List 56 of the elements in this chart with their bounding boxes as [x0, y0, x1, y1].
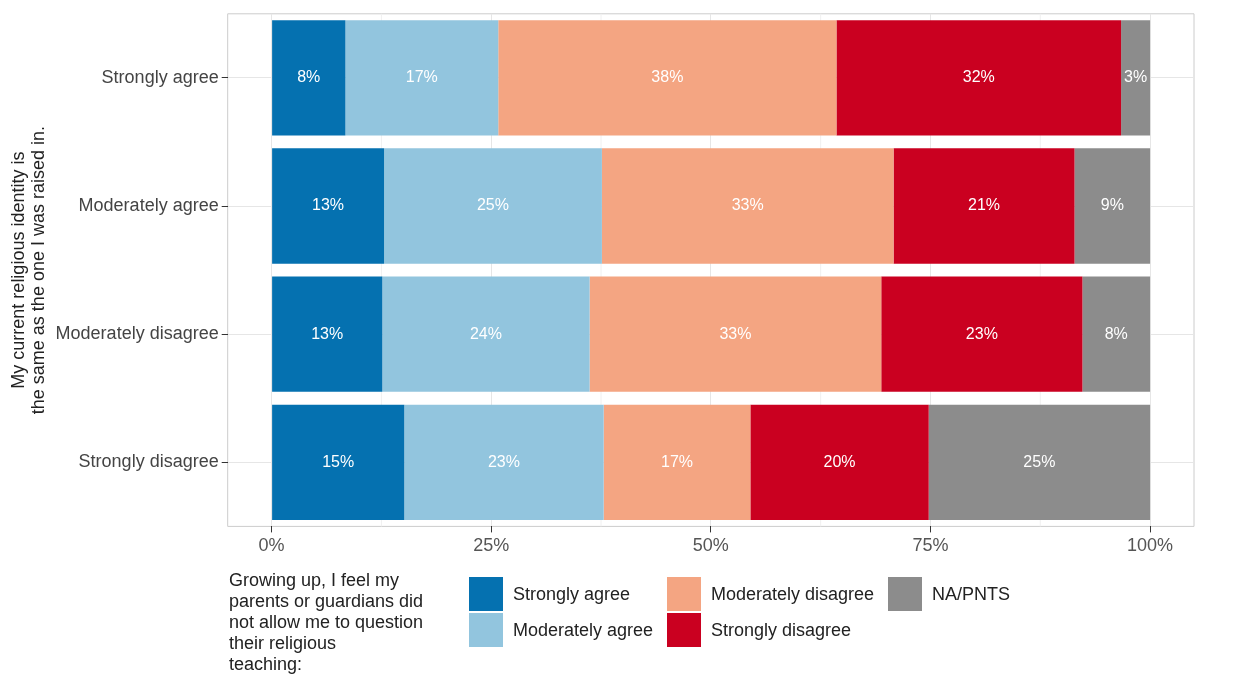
bar — [836, 20, 1122, 136]
bar — [881, 276, 1083, 392]
data-label: 24% — [469, 324, 502, 342]
data-label: 13% — [312, 196, 345, 214]
bar — [272, 20, 346, 136]
legend-label: Strongly agree — [512, 583, 630, 605]
legend-label: Moderately agree — [512, 619, 653, 641]
data-label: 23% — [965, 324, 998, 342]
bar — [603, 404, 751, 520]
data-label: 25% — [1023, 452, 1056, 470]
bar — [382, 276, 590, 392]
legend-title: Growing up, I feel my parents or guardians did not allow me to question their religious teaching: — [228, 570, 424, 675]
data-label: 38% — [651, 68, 684, 86]
bar — [404, 404, 604, 520]
bar — [589, 276, 882, 392]
bar — [498, 20, 837, 136]
bar — [750, 404, 929, 520]
bar — [384, 148, 602, 264]
y-tick-label: Strongly disagree — [78, 451, 219, 472]
bar — [1074, 148, 1151, 264]
data-label: 9% — [1100, 196, 1124, 214]
x-tick-label: 25% — [473, 535, 510, 556]
x-tick-label: 50% — [692, 535, 729, 556]
bar — [893, 148, 1075, 264]
data-label: 8% — [297, 68, 321, 86]
bar — [272, 148, 385, 264]
x-tick-label: 0% — [258, 535, 285, 556]
bar — [345, 20, 499, 136]
bar — [601, 148, 894, 264]
data-label: 8% — [1104, 324, 1128, 342]
x-tick-label: 100% — [1127, 535, 1174, 556]
data-label: 3% — [1124, 68, 1148, 86]
bar — [1121, 20, 1151, 136]
data-label: 20% — [823, 452, 856, 470]
bar — [928, 404, 1151, 520]
bar — [1082, 276, 1151, 392]
bar — [272, 404, 405, 520]
data-label: 17% — [405, 68, 438, 86]
data-label: 32% — [962, 68, 995, 86]
legend-label: Moderately disagree — [710, 583, 875, 605]
y-tick-label: Moderately disagree — [55, 323, 219, 344]
data-label: 33% — [719, 324, 752, 342]
data-label: 15% — [322, 452, 355, 470]
y-tick-label: Moderately agree — [78, 194, 219, 215]
data-label: 23% — [487, 452, 520, 470]
data-label: 13% — [311, 324, 344, 342]
data-label: 25% — [476, 196, 509, 214]
data-label: 21% — [968, 196, 1001, 214]
bar — [272, 276, 383, 392]
x-tick-label: 75% — [912, 535, 949, 556]
data-label: 17% — [661, 452, 694, 470]
legend-label: Strongly disagree — [710, 619, 852, 641]
data-label: 33% — [731, 196, 764, 214]
y-axis-title: My current religious identity is the same as the one I was raised in. — [7, 126, 48, 415]
legend-label: NA/PNTS — [932, 583, 1011, 605]
y-tick-label: Strongly agree — [101, 66, 219, 87]
